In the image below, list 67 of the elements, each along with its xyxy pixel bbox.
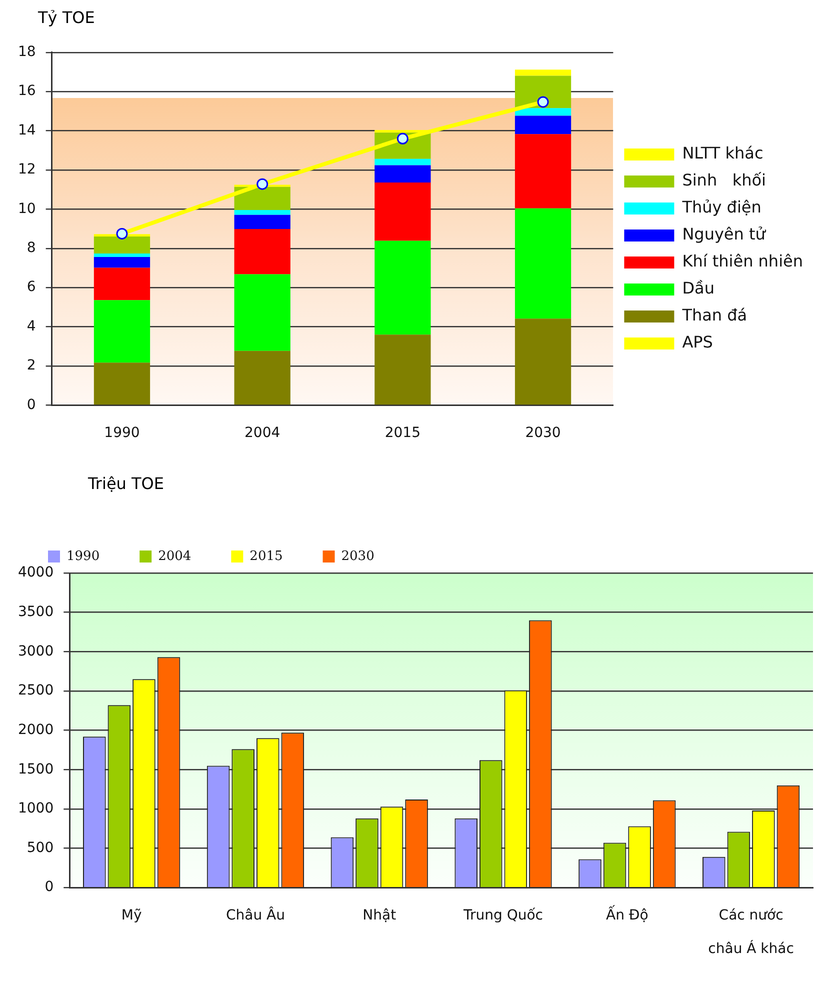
bar bbox=[94, 300, 150, 363]
x-tick-label: Mỹ bbox=[121, 908, 142, 924]
bar bbox=[374, 158, 431, 166]
bar bbox=[234, 228, 290, 274]
legend-label: 1990 bbox=[66, 548, 100, 564]
y-tick-label: 12 bbox=[18, 162, 36, 178]
bar bbox=[234, 274, 290, 351]
bar bbox=[234, 350, 290, 405]
y-axis-title: Tỷ TOE bbox=[38, 8, 96, 29]
y-tick-label: 3500 bbox=[18, 604, 54, 620]
y-tick-label: 3000 bbox=[18, 643, 54, 660]
bar bbox=[374, 240, 431, 335]
y-tick-label: 16 bbox=[18, 83, 36, 100]
bar bbox=[234, 210, 290, 215]
y-tick-label: 1000 bbox=[18, 800, 54, 817]
y-axis-title: Triệu TOE bbox=[88, 474, 165, 495]
x-tick-label: Nhật bbox=[362, 908, 397, 924]
legend-label: 2030 bbox=[341, 548, 374, 564]
bar bbox=[234, 186, 290, 210]
legend-label: APS bbox=[682, 332, 713, 352]
y-tick-label: 8 bbox=[26, 240, 36, 256]
bar bbox=[94, 268, 150, 300]
legend-label: 2015 bbox=[250, 548, 283, 564]
y-tick-label: 500 bbox=[26, 840, 54, 856]
bar bbox=[94, 362, 150, 405]
legend-label: Sinh khối bbox=[682, 170, 766, 190]
bar bbox=[374, 334, 431, 405]
x-tick-label: Trung Quốc bbox=[462, 908, 544, 924]
bar bbox=[514, 108, 572, 116]
legend-label: Thủy điện bbox=[681, 198, 762, 217]
legend-label: Dầu bbox=[682, 278, 714, 298]
x-tick-label: 2004 bbox=[244, 425, 280, 442]
bar bbox=[514, 70, 572, 76]
bar bbox=[514, 76, 572, 108]
bar bbox=[94, 236, 150, 254]
x-tick-label: Ấn Độ bbox=[606, 904, 648, 924]
bar bbox=[374, 165, 431, 183]
y-tick-label: 18 bbox=[18, 44, 36, 60]
x-tick-label: 2015 bbox=[384, 425, 420, 442]
y-tick-label: 0 bbox=[44, 879, 54, 896]
y-tick-label: 2000 bbox=[18, 722, 54, 738]
y-tick-label: 2 bbox=[26, 358, 36, 374]
x-tick-label: 2030 bbox=[525, 425, 561, 442]
y-tick-label: 10 bbox=[18, 200, 36, 217]
legend-label: Nguyên tử bbox=[682, 224, 766, 244]
x-tick-label: Châu Âu bbox=[226, 906, 285, 924]
legend-label: Than đá bbox=[681, 306, 748, 325]
y-tick-label: 4 bbox=[26, 318, 36, 334]
legend-label: NLTT khác bbox=[682, 144, 764, 163]
legend-label: 2004 bbox=[158, 548, 192, 564]
y-tick-label: 0 bbox=[26, 396, 36, 413]
y-tick-label: 6 bbox=[26, 279, 36, 296]
bar bbox=[514, 318, 572, 405]
bar bbox=[94, 253, 150, 258]
y-tick-label: 2500 bbox=[18, 682, 54, 699]
bar bbox=[374, 182, 431, 241]
bar bbox=[514, 208, 572, 319]
y-tick-label: 1500 bbox=[18, 761, 54, 778]
legend-label: Khí thiên nhiên bbox=[682, 252, 804, 271]
bar bbox=[514, 116, 572, 134]
category-label: Các nước châu Á khác bbox=[708, 908, 794, 958]
bar bbox=[94, 257, 150, 268]
y-tick-label: 14 bbox=[18, 122, 36, 138]
y-tick-label: 4000 bbox=[18, 564, 54, 581]
bar bbox=[514, 134, 572, 208]
x-tick-label: 1990 bbox=[104, 425, 140, 442]
bar bbox=[234, 214, 290, 229]
